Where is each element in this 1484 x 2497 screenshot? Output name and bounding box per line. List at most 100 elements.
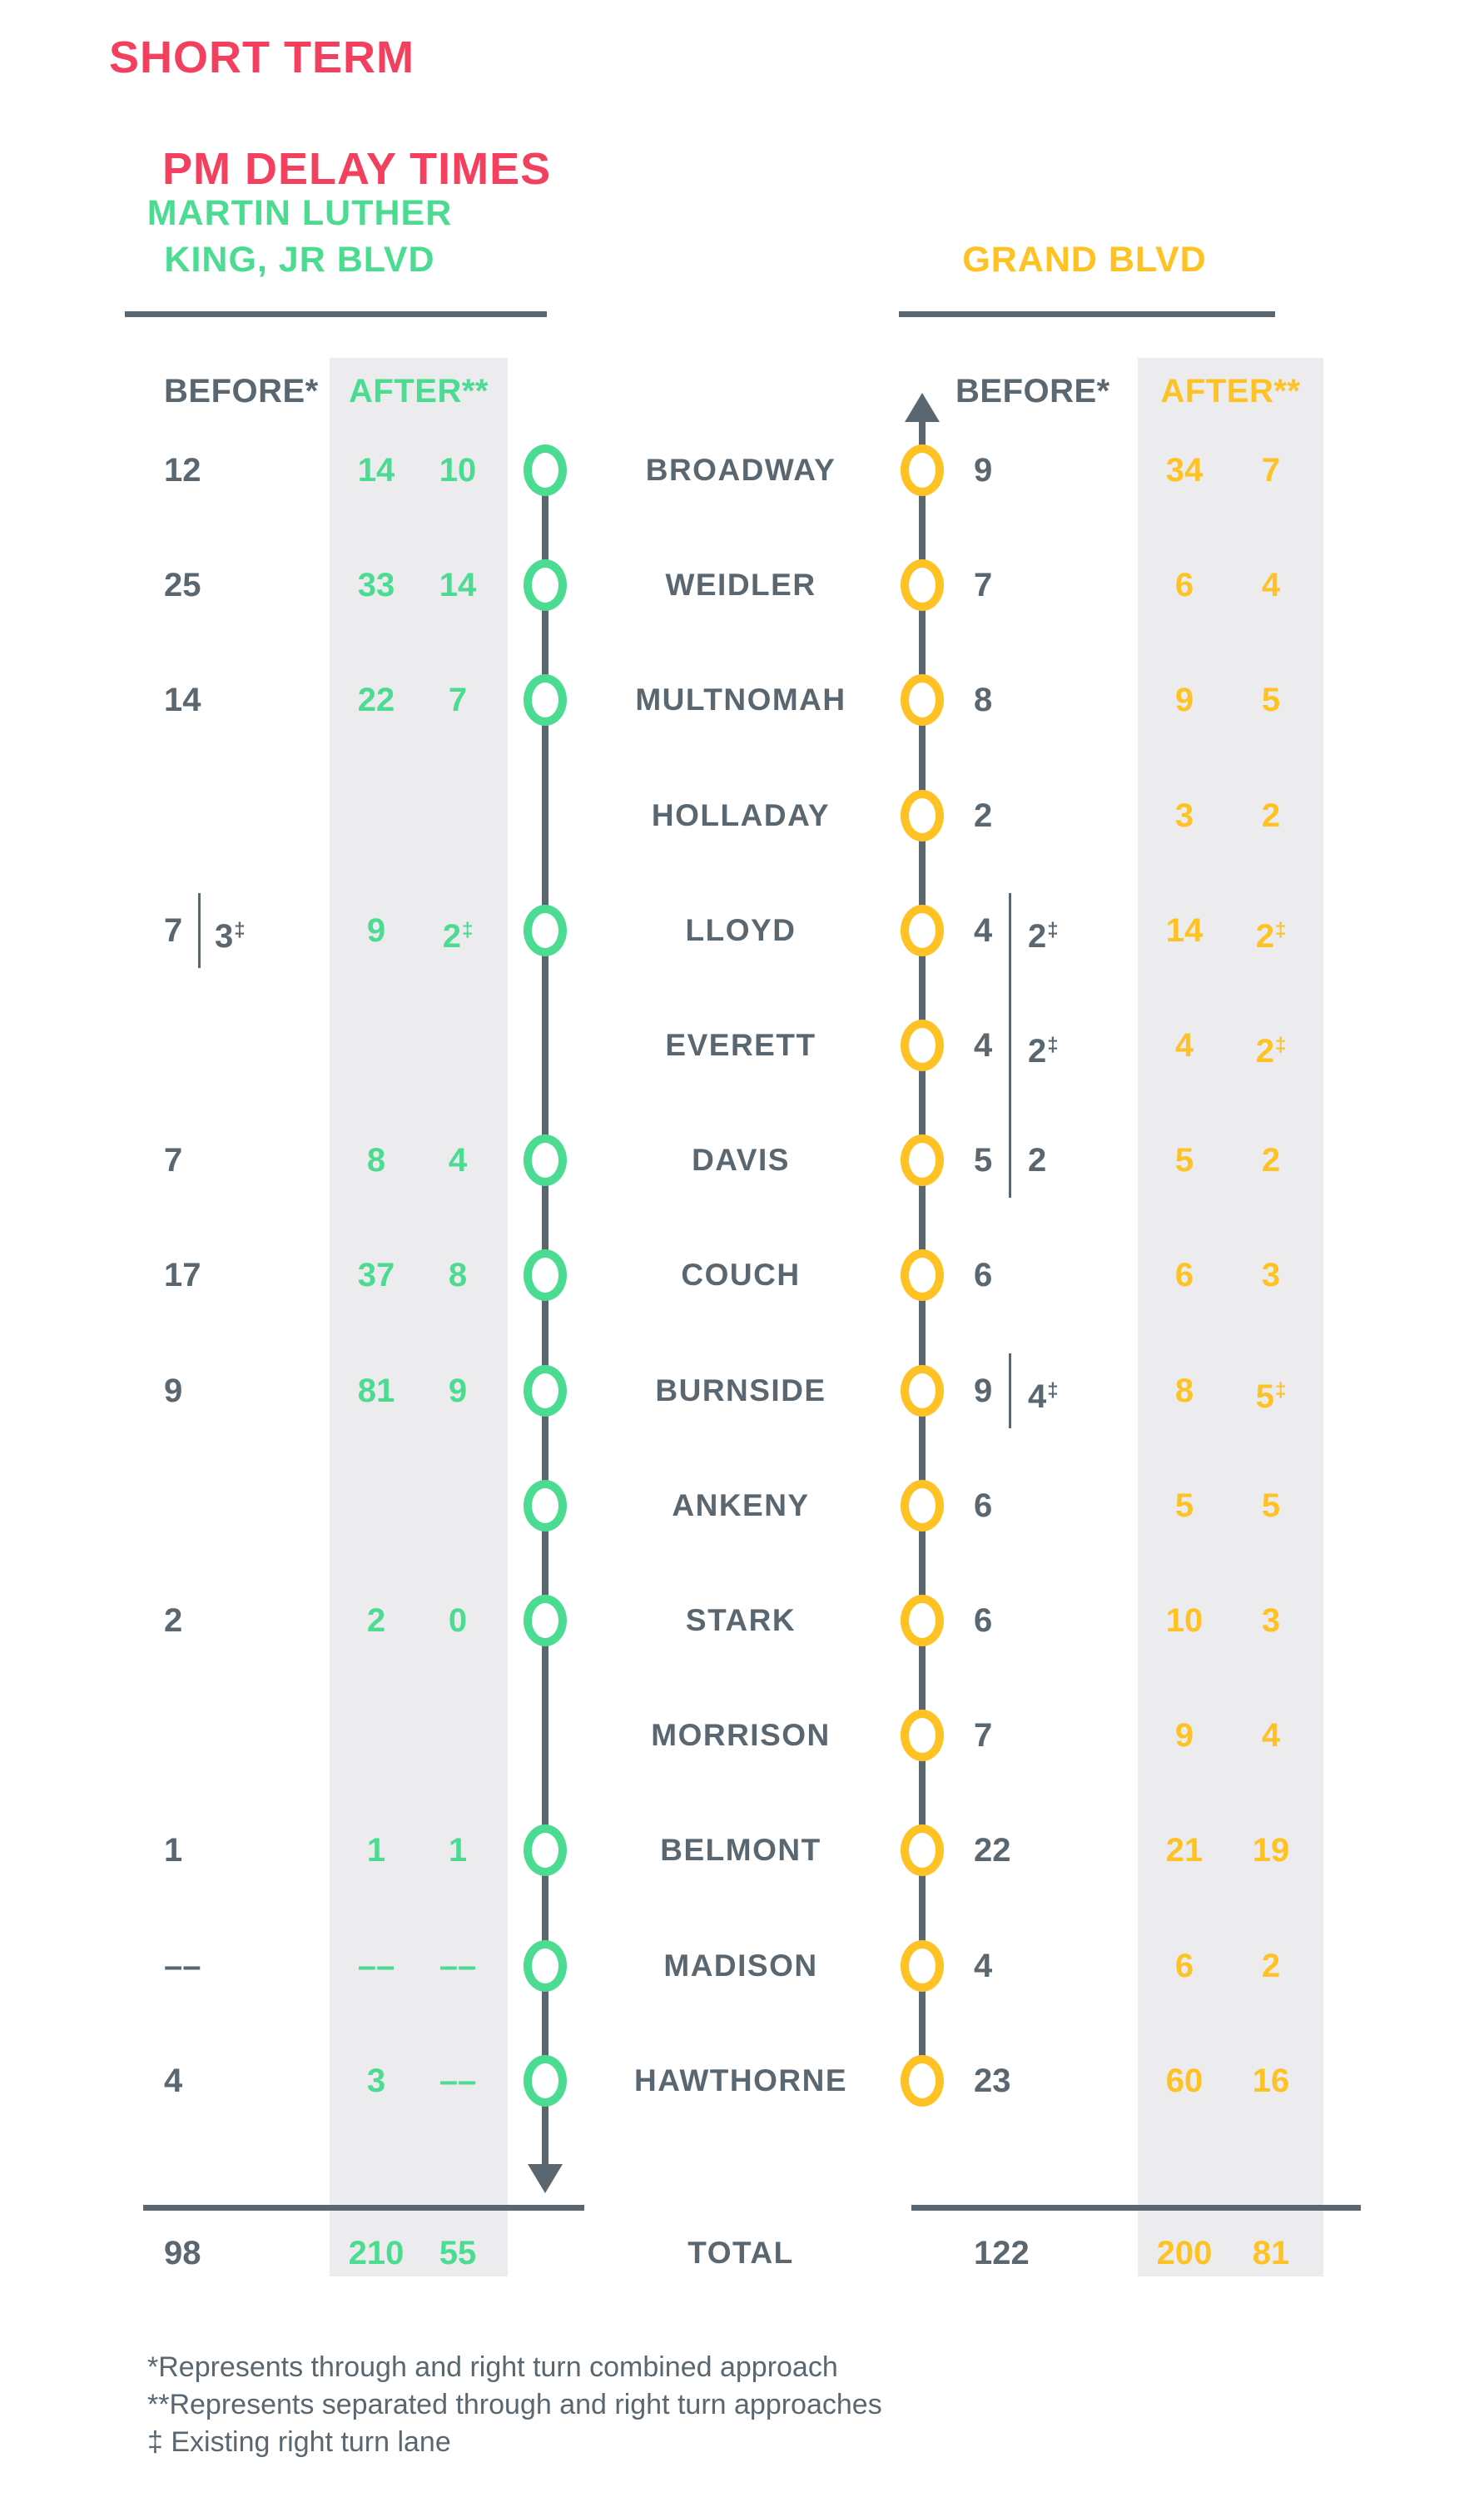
grand-intersection-marker	[901, 1020, 944, 1071]
street-label: BURNSIDE	[655, 1373, 826, 1407]
mlk-corridor-header: MARTIN LUTHER KING, JR BLVD	[104, 190, 495, 283]
grand-before-value: 9	[974, 449, 992, 491]
grand-intersection-marker	[901, 790, 944, 841]
mlk-before-value-number: 9	[164, 1373, 183, 1409]
mlk-before-value-number: 17	[164, 1257, 201, 1293]
mlk-approach-group-divider	[198, 893, 201, 968]
mlk-intersection-marker	[524, 1824, 567, 1876]
total-row-label: TOTAL	[687, 2236, 794, 2270]
mlk-before-value-number: 2	[164, 1602, 183, 1639]
mlk-after-right-turn-value: 4	[420, 1139, 495, 1181]
grand-before-right-turn-value: 2‡	[1028, 1025, 1059, 1070]
existing-right-turn-marker: ‡	[1047, 1379, 1059, 1402]
grand-after-through-value-number: 60	[1165, 2063, 1204, 2099]
grand-after-right-turn-value-number: 5	[1255, 1378, 1274, 1415]
mlk-after-through-value-number: 1	[366, 1832, 386, 1869]
street-label: HOLLADAY	[651, 798, 831, 832]
mlk-after-through-value: 9	[330, 910, 422, 951]
grand-after-right-turn-value-number: 4	[1261, 567, 1281, 603]
grand-before-value-number: 23	[974, 2063, 1011, 2099]
street-label: STARK	[685, 1603, 797, 1637]
mlk-after-through-value: 2	[330, 1600, 422, 1641]
grand-after-through-value-number: 34	[1165, 452, 1204, 489]
street-label: MULTNOMAH	[635, 683, 846, 717]
grand-before-value: 8	[974, 679, 992, 721]
mlk-after-through-value-number: 9	[366, 912, 386, 949]
grand-after-column-background	[1138, 358, 1323, 2276]
mlk-before-value: 2	[164, 1600, 182, 1641]
grand-after-right-turn-value: 7	[1233, 449, 1308, 491]
grand-after-right-turn-value-number: 4	[1261, 1717, 1281, 1754]
mlk-before-value: 4	[164, 2060, 182, 2102]
mlk-intersection-marker	[524, 1134, 567, 1186]
mlk-before-value: 7	[164, 1139, 182, 1181]
grand-before-header: BEFORE*	[955, 373, 1110, 410]
grand-after-through-value: 6	[1139, 564, 1230, 606]
mlk-total-after-right-value: 55	[439, 2235, 477, 2271]
mlk-after-through-value: 8	[330, 1139, 422, 1181]
grand-before-value: 6	[974, 1600, 992, 1641]
mlk-before-value-number: 7	[164, 1142, 183, 1179]
mlk-after-through-value: 1	[330, 1829, 422, 1871]
mlk-before-value-number: 14	[164, 682, 201, 718]
mlk-after-right-turn-value-number: 7	[448, 682, 468, 718]
grand-before-right-turn-value: 4‡	[1028, 1370, 1059, 1415]
existing-right-turn-marker: ‡	[1047, 919, 1059, 941]
page-title-line2: PM DELAY TIMES	[162, 144, 552, 194]
grand-after-through-value-number: 9	[1174, 682, 1194, 718]
mlk-intersection-marker	[524, 905, 567, 956]
mlk-intersection-marker	[524, 1480, 567, 1531]
mlk-after-through-value-number: 37	[357, 1257, 395, 1293]
grand-after-through-value-number: 6	[1174, 1257, 1194, 1293]
mlk-before-value-number: 1	[164, 1832, 183, 1869]
grand-approach-group-divider	[1009, 893, 1011, 1198]
grand-before-right-turn-value-number: 2	[1028, 1142, 1047, 1179]
grand-intersection-marker	[901, 1710, 944, 1761]
grand-before-value-number: 4	[974, 1027, 993, 1064]
grand-before-value: 7	[974, 564, 992, 606]
mlk-before-value-number: 12	[164, 452, 201, 489]
mlk-after-through-value-number: 81	[357, 1373, 395, 1409]
footnote-existing-right-turn: ‡ Existing right turn lane	[147, 2426, 451, 2458]
grand-after-right-turn-value: 2‡	[1233, 1025, 1308, 1070]
grand-after-right-turn-value-number: 7	[1261, 452, 1281, 489]
grand-intersection-marker	[901, 674, 944, 726]
mlk-intersection-marker	[524, 1365, 567, 1417]
grand-after-right-turn-value-number: 2	[1261, 1948, 1281, 1984]
grand-before-value: 9	[974, 1370, 992, 1412]
mlk-before-value-number: 25	[164, 567, 201, 603]
grand-intersection-marker	[901, 1134, 944, 1186]
mlk-after-right-turn-value-number: 8	[448, 1257, 468, 1293]
grand-after-right-turn-value: 2	[1233, 1945, 1308, 1987]
grand-after-through-value-number: 6	[1174, 567, 1194, 603]
grand-after-through-value: 8	[1139, 1370, 1230, 1412]
existing-right-turn-marker: ‡	[1047, 1034, 1059, 1056]
grand-after-right-turn-value: 4	[1233, 1715, 1308, 1756]
mlk-after-right-turn-value: 9	[420, 1370, 495, 1412]
mlk-intersection-marker	[524, 444, 567, 496]
grand-before-value: 6	[974, 1254, 992, 1296]
grand-after-through-value-number: 3	[1174, 797, 1194, 834]
mlk-after-through-value-number: ––	[357, 1948, 395, 1984]
mlk-header-underline	[125, 311, 547, 317]
grand-after-through-value: 5	[1139, 1485, 1230, 1526]
mlk-after-right-turn-value: 8	[420, 1254, 495, 1296]
mlk-after-right-turn-value: ––	[420, 2060, 495, 2102]
street-label: EVERETT	[665, 1028, 816, 1062]
mlk-before-value-number: 4	[164, 2063, 183, 2099]
grand-before-value-number: 6	[974, 1487, 993, 1524]
mlk-before-value: 9	[164, 1370, 182, 1412]
street-label: LLOYD	[685, 913, 797, 947]
grand-after-right-turn-value: 5	[1233, 679, 1308, 721]
grand-after-right-turn-value-number: 3	[1261, 1602, 1281, 1639]
grand-before-value-number: 6	[974, 1602, 993, 1639]
mlk-intersection-marker	[524, 1249, 567, 1301]
grand-before-value-number: 2	[974, 797, 993, 834]
grand-intersection-marker	[901, 2055, 944, 2107]
grand-after-through-value-number: 8	[1174, 1373, 1194, 1409]
grand-after-right-turn-value-number: 3	[1261, 1257, 1281, 1293]
mlk-after-through-value-number: 33	[357, 567, 395, 603]
grand-before-right-turn-value-number: 2	[1028, 1033, 1047, 1070]
mlk-after-right-turn-value-number: 1	[448, 1832, 468, 1869]
mlk-before-right-turn-value-number: 3	[215, 918, 234, 955]
